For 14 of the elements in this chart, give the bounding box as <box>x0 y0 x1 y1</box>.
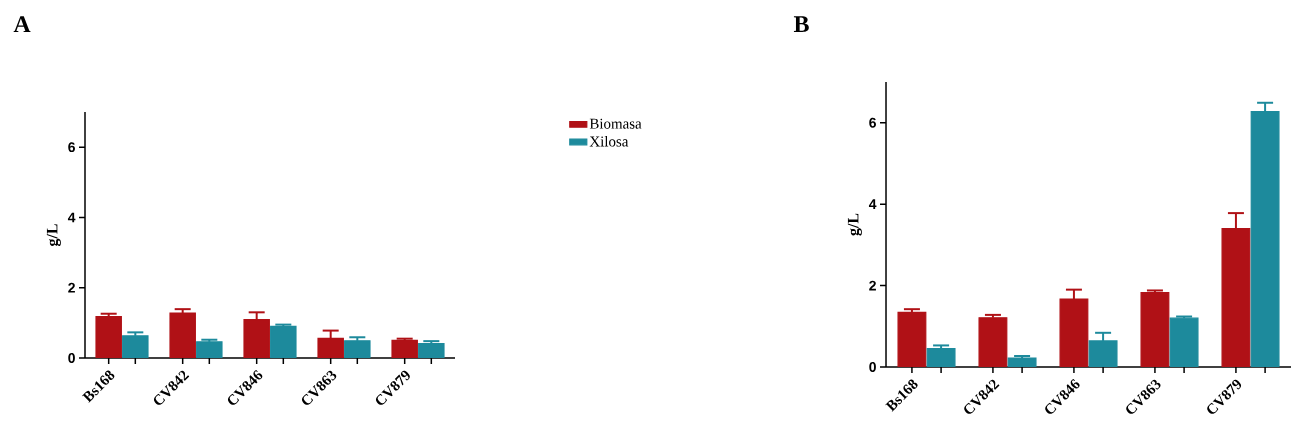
y-tick-label: 2 <box>68 282 75 293</box>
legend-label: Xilosa <box>589 136 629 147</box>
chart-title: A <box>13 16 31 32</box>
y-tick-label: 2 <box>869 280 876 291</box>
y-tick-label: 0 <box>68 353 75 363</box>
y-axis-title: g/L <box>847 213 862 236</box>
y-tick-label: 6 <box>869 117 876 128</box>
y-tick-label: 4 <box>67 212 76 223</box>
chart-title: B <box>793 16 809 33</box>
y-tick-label: 0 <box>869 362 876 372</box>
y-tick-label: 6 <box>68 142 75 153</box>
y-axis-title: g/L <box>46 224 61 247</box>
legend-label: Biomasa <box>589 118 642 129</box>
y-tick-label: 4 <box>868 199 877 209</box>
